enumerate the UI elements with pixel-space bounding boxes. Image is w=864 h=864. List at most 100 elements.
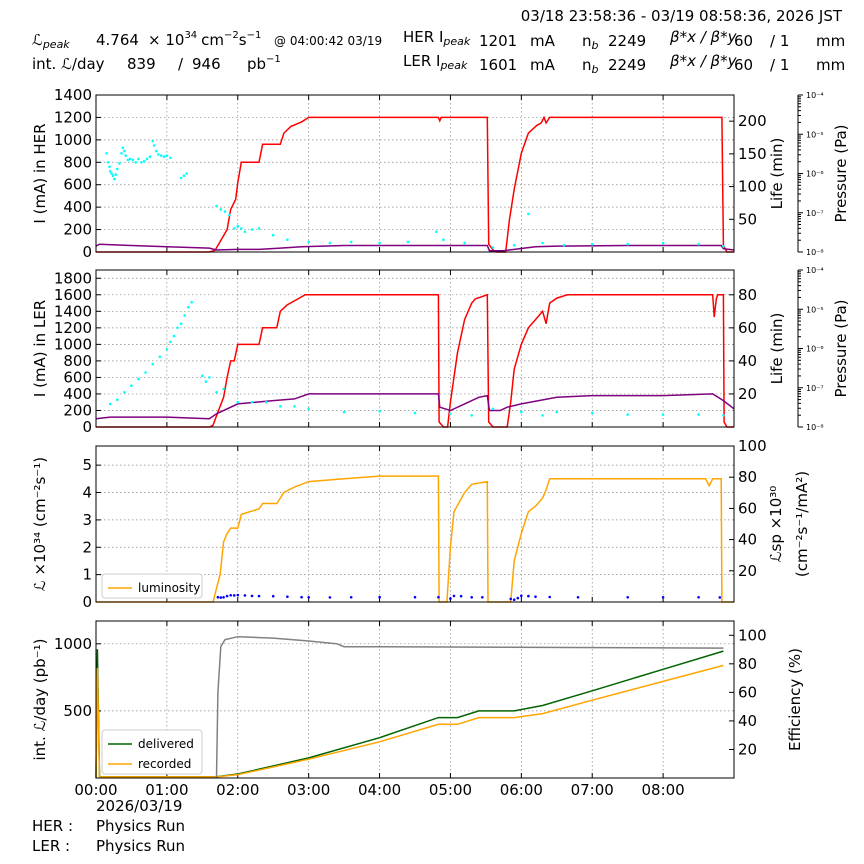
pressure-point bbox=[155, 149, 158, 153]
specific-point bbox=[534, 595, 537, 598]
pressure-point bbox=[697, 242, 700, 246]
pressure-point bbox=[186, 305, 190, 309]
specific-point bbox=[286, 595, 289, 598]
specific-point bbox=[516, 596, 520, 600]
pressure-point bbox=[114, 173, 118, 176]
y-tick-label: 800 bbox=[63, 352, 92, 370]
specific-point bbox=[300, 595, 303, 599]
pressure-point bbox=[118, 162, 121, 165]
pressure-point bbox=[134, 161, 137, 164]
legend-box bbox=[101, 729, 203, 775]
y-tick-label: 1600 bbox=[54, 286, 92, 304]
y2-tick-label: 40 bbox=[738, 712, 757, 730]
y-tick-label: 1400 bbox=[54, 86, 92, 104]
y-tick-label: 1000 bbox=[54, 335, 92, 353]
pressure-point bbox=[176, 326, 179, 330]
pressure-point bbox=[190, 300, 193, 304]
her-ipeak-label: HER Ipeak bbox=[403, 28, 471, 48]
y-axis-label: I (mA) in HER bbox=[31, 123, 49, 223]
luminosity-line bbox=[96, 475, 734, 603]
x-tick-label: 04:00 bbox=[358, 781, 401, 799]
y-axis-label: ℒ ×10³⁴ (cm⁻²s⁻¹) bbox=[31, 457, 49, 591]
life-line bbox=[95, 393, 735, 420]
y-tick-label: 1000 bbox=[54, 131, 92, 149]
y-tick-label: 500 bbox=[63, 702, 92, 720]
pressure-point bbox=[293, 405, 296, 408]
specific-point bbox=[470, 596, 474, 599]
pressure-point bbox=[148, 155, 152, 158]
specific-point bbox=[232, 594, 236, 597]
pressure-point bbox=[232, 227, 236, 230]
pressure-tick-label: 10⁻⁵ bbox=[806, 305, 824, 314]
pressure-point bbox=[491, 246, 495, 249]
pressure-point bbox=[116, 398, 119, 402]
ler-beta-label: β*x / β*y bbox=[669, 52, 738, 70]
specific-point bbox=[576, 596, 580, 599]
pressure-point bbox=[108, 170, 112, 173]
y2-tick-label: 20 bbox=[738, 385, 757, 403]
pressure-point bbox=[228, 213, 231, 217]
pressure-point bbox=[201, 374, 204, 378]
y-tick-label: 400 bbox=[63, 385, 92, 403]
pressure-point bbox=[626, 413, 629, 416]
x-tick-label: 03:00 bbox=[287, 781, 330, 799]
y2-axis-label: Life (min) bbox=[768, 138, 786, 210]
y2-axis-label-unit: (cm⁻²s⁻¹/mA²) bbox=[793, 471, 811, 577]
ler-beta-unit: mm bbox=[816, 56, 845, 74]
footer-ler-label: LER : bbox=[32, 837, 70, 855]
pressure-point bbox=[106, 161, 110, 164]
y-tick-label: 1 bbox=[82, 566, 92, 584]
y-tick-label: 1000 bbox=[54, 635, 92, 653]
pressure-point bbox=[172, 334, 176, 338]
footer-date: 2026/03/19 bbox=[96, 797, 182, 815]
x-tick-label: 08:00 bbox=[641, 781, 684, 799]
specific-point bbox=[243, 594, 247, 597]
pressure-point bbox=[137, 377, 140, 381]
ler-beta-x: 60 bbox=[734, 56, 753, 74]
pressure-point bbox=[157, 153, 160, 156]
y2-tick-label: 60 bbox=[738, 499, 757, 517]
y2-tick-label: 80 bbox=[738, 468, 757, 486]
pressure-point bbox=[142, 159, 146, 163]
pressure-tick-label: 10⁻⁷ bbox=[806, 209, 824, 218]
footer-her-status: Physics Run bbox=[96, 817, 185, 835]
pressure-point bbox=[162, 155, 166, 158]
pressure-point bbox=[236, 224, 240, 228]
pressure-point bbox=[406, 240, 410, 244]
life-line bbox=[95, 243, 735, 252]
x-tick-label: 06:00 bbox=[500, 781, 543, 799]
pressure-point bbox=[271, 233, 275, 237]
y2-tick-label: 60 bbox=[738, 683, 757, 701]
panel-her: 0 200 400 600 800 1000 1200 1400 50 100 150 200 I (m… bbox=[31, 86, 850, 261]
pressure-point bbox=[307, 240, 311, 244]
pressure-tick-label: 10⁻⁸ bbox=[806, 423, 824, 432]
intl-sep: / bbox=[178, 55, 184, 73]
x-tick-label: 05:00 bbox=[429, 781, 472, 799]
pressure-point bbox=[223, 210, 227, 213]
specific-point bbox=[481, 596, 484, 599]
y2-tick-label: 80 bbox=[738, 286, 757, 304]
specific-point bbox=[378, 595, 381, 599]
pressure-point bbox=[264, 400, 268, 404]
lpeak-label: ℒpeak bbox=[32, 31, 70, 51]
pressure-point bbox=[111, 174, 115, 177]
pressure-point bbox=[243, 230, 247, 234]
pressure-point bbox=[165, 154, 169, 157]
specific-point bbox=[718, 596, 722, 599]
x-tick-label: 01:00 bbox=[145, 781, 188, 799]
ler-ipeak-unit: mA bbox=[530, 56, 556, 74]
pressure-point bbox=[541, 241, 544, 245]
plot-frame bbox=[95, 445, 735, 603]
y2-tick-label: 80 bbox=[738, 655, 757, 673]
pressure-point bbox=[463, 241, 466, 245]
pressure-point bbox=[179, 322, 183, 326]
pressure-point bbox=[307, 407, 311, 411]
pressure-tick-label: 10⁻⁴ bbox=[806, 91, 824, 100]
footer-her-label: HER : bbox=[32, 817, 73, 835]
ler-ipeak-value: 1601 bbox=[479, 56, 517, 74]
pressure-point bbox=[520, 410, 523, 414]
her-ipeak-value: 1201 bbox=[479, 32, 517, 50]
y-tick-label: 4 bbox=[82, 484, 92, 502]
